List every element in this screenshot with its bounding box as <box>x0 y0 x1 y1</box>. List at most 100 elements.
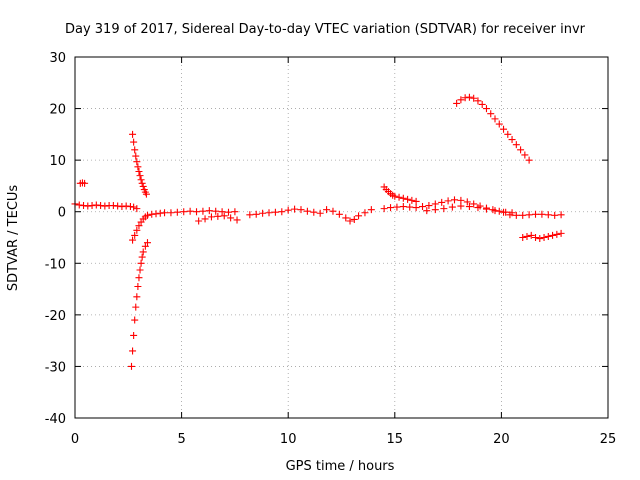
data-point <box>127 362 135 370</box>
data-point <box>131 231 139 239</box>
data-point <box>395 193 403 201</box>
data-point <box>167 209 175 217</box>
data-point <box>218 208 226 216</box>
data-point <box>335 210 343 218</box>
data-point <box>557 211 565 219</box>
data-point <box>137 176 145 184</box>
data-point <box>135 274 143 282</box>
data-point <box>310 208 318 216</box>
data-point <box>205 207 213 215</box>
data-point <box>132 303 140 311</box>
data-point <box>133 158 141 166</box>
data-point <box>129 347 137 355</box>
data-point <box>444 197 452 205</box>
data-point <box>131 316 139 324</box>
data-point <box>457 202 465 210</box>
data-point <box>540 234 548 241</box>
data-point <box>500 208 508 216</box>
data-point <box>519 211 527 219</box>
data-point <box>380 205 388 213</box>
data-point <box>399 194 407 202</box>
data-point <box>440 205 448 213</box>
series-arc-2 <box>76 179 89 187</box>
data-point <box>404 195 412 203</box>
data-point <box>470 200 478 208</box>
data-point <box>131 146 139 154</box>
data-point <box>271 208 279 216</box>
data-point <box>132 152 140 160</box>
data-point <box>457 96 465 104</box>
data-point <box>500 125 508 133</box>
series-arc-7 <box>246 205 324 219</box>
data-point <box>81 179 89 187</box>
data-point <box>367 206 375 214</box>
data-point <box>419 203 427 211</box>
data-point <box>186 207 194 215</box>
grid <box>75 57 608 418</box>
data-point <box>173 208 181 216</box>
data-point <box>508 136 516 144</box>
data-point <box>246 211 254 219</box>
data-point <box>136 266 144 274</box>
data-point <box>406 203 414 211</box>
plot-frame <box>74 56 609 419</box>
data-point <box>465 93 473 101</box>
data-point <box>133 205 141 213</box>
x-tick-labels: 0 5 10 15 20 25 <box>71 432 616 447</box>
data-point <box>463 198 471 206</box>
data-point <box>491 115 499 123</box>
data-point <box>465 203 473 211</box>
series-arc-13 <box>519 229 565 243</box>
data-point <box>193 208 201 216</box>
data-point <box>474 204 482 212</box>
data-point <box>199 207 207 215</box>
data-points <box>71 93 565 370</box>
data-point <box>135 167 143 175</box>
data-point <box>214 212 222 220</box>
data-point <box>549 231 557 239</box>
data-point <box>491 207 499 215</box>
data-point <box>506 211 514 219</box>
y-axis-label: SDTVAR / TECUs <box>6 185 21 292</box>
data-point <box>141 242 149 250</box>
data-point <box>139 248 147 256</box>
data-point <box>512 141 520 149</box>
data-point <box>504 130 512 138</box>
data-point <box>133 226 141 234</box>
data-point <box>133 293 141 301</box>
data-point <box>142 190 150 198</box>
x-tick-label: 10 <box>280 432 297 447</box>
y-tick-label: 10 <box>49 154 66 169</box>
y-tick-label: -20 <box>45 309 66 324</box>
data-point <box>259 209 267 217</box>
data-point <box>129 130 137 138</box>
data-point <box>291 205 299 213</box>
y-tick-label: 30 <box>49 51 66 66</box>
data-point <box>233 216 241 224</box>
data-point <box>231 208 239 216</box>
data-point <box>346 217 354 225</box>
data-point <box>412 197 420 205</box>
data-point <box>544 211 552 219</box>
series-arc-12 <box>506 210 565 219</box>
data-point <box>423 207 431 215</box>
data-point <box>393 203 401 211</box>
data-point <box>387 204 395 212</box>
data-point <box>495 120 503 128</box>
data-point <box>220 212 228 220</box>
data-point <box>536 235 544 243</box>
data-point <box>525 156 533 164</box>
data-point <box>137 259 145 267</box>
series-arc-11 <box>423 202 508 216</box>
data-point <box>544 232 552 240</box>
data-point <box>303 207 311 215</box>
data-point <box>138 253 146 261</box>
data-point <box>323 206 331 214</box>
series-arc-8 <box>323 206 375 225</box>
y-tick-label: 0 <box>58 206 66 221</box>
data-point <box>130 138 138 146</box>
data-point <box>225 208 233 216</box>
data-point <box>129 236 137 244</box>
data-point <box>329 207 337 215</box>
